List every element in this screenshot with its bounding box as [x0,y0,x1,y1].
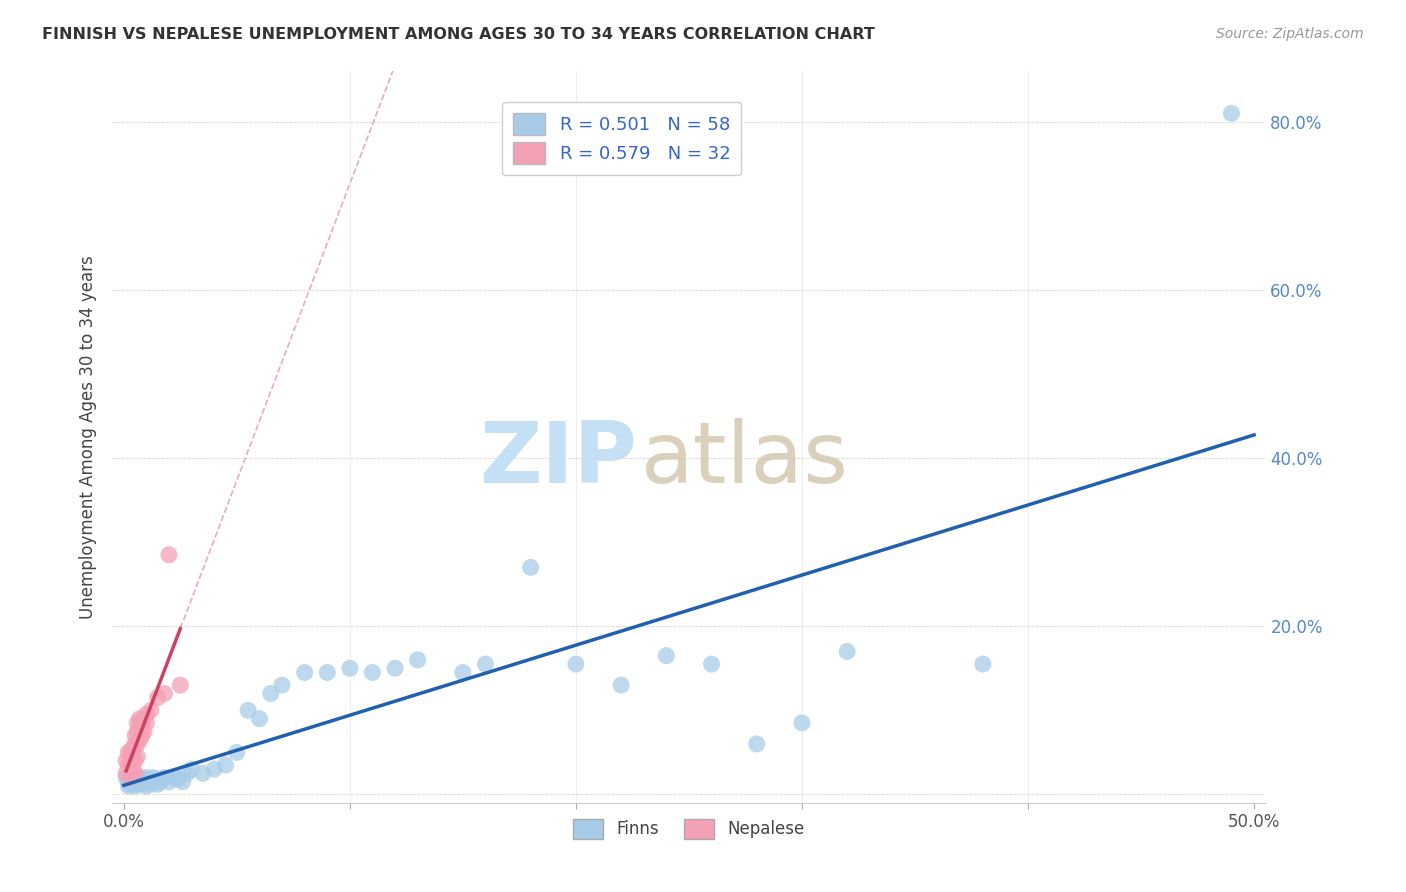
Point [249,712,271,726]
Point [128,732,150,747]
Point [149,774,172,789]
Point [117,774,139,789]
Point [115,771,138,785]
Point [169,678,191,692]
Point [121,771,143,785]
Point [124,737,146,751]
Point [131,729,153,743]
Point [339,661,361,675]
Point [120,758,142,772]
Point [115,766,138,780]
Point [117,779,139,793]
Point [384,661,406,675]
Point [127,772,149,787]
Point [225,745,247,759]
Point [128,774,150,789]
Point [361,665,384,680]
Point [610,678,633,692]
Point [271,678,294,692]
Point [139,777,162,791]
Point [406,653,429,667]
Point [120,771,142,785]
Point [117,745,139,759]
Point [124,779,146,793]
Point [202,762,225,776]
Point [127,777,149,791]
Point [150,772,173,787]
Point [127,749,149,764]
Point [260,686,283,700]
Point [157,774,180,789]
Point [162,771,184,785]
Point [153,686,176,700]
Point [127,737,149,751]
Point [120,777,142,791]
Point [121,741,143,756]
Point [117,758,139,772]
Point [124,766,146,780]
Point [167,772,190,787]
Point [128,771,150,785]
Point [121,749,143,764]
Point [138,774,160,789]
Point [655,648,678,663]
Point [124,774,146,789]
Point [135,779,157,793]
Point [145,772,167,787]
Point [176,766,198,780]
Point [451,665,474,680]
Point [120,772,142,787]
Point [139,703,162,717]
Point [153,771,176,785]
Text: Source: ZipAtlas.com: Source: ZipAtlas.com [1216,27,1364,41]
Point [135,707,157,722]
Point [519,560,541,574]
Point [131,772,153,787]
Point [121,774,143,789]
Point [700,657,723,671]
Point [972,657,994,671]
Point [134,724,156,739]
Point [135,715,157,730]
Point [316,665,339,680]
Point [790,715,813,730]
Point [127,724,149,739]
Point [180,762,202,776]
Point [131,777,153,791]
Point [135,771,157,785]
Point [115,754,138,768]
Text: FINNISH VS NEPALESE UNEMPLOYMENT AMONG AGES 30 TO 34 YEARS CORRELATION CHART: FINNISH VS NEPALESE UNEMPLOYMENT AMONG A… [42,27,875,42]
Y-axis label: Unemployment Among Ages 30 to 34 years: Unemployment Among Ages 30 to 34 years [79,255,97,619]
Point [474,657,496,671]
Point [745,737,768,751]
Point [134,712,156,726]
Point [837,644,859,658]
Point [127,715,149,730]
Point [124,754,146,768]
Point [214,758,236,772]
Point [157,548,180,562]
Point [142,771,165,785]
Point [146,690,169,705]
Point [191,766,214,780]
Point [131,715,153,730]
Legend: Finns, Nepalese: Finns, Nepalese [567,812,811,846]
Point [172,774,194,789]
Point [236,703,259,717]
Point [124,729,146,743]
Text: atlas: atlas [641,417,848,500]
Point [1220,106,1243,120]
Point [565,657,588,671]
Text: ZIP: ZIP [479,417,637,500]
Point [128,720,150,734]
Point [128,712,150,726]
Point [121,762,143,776]
Point [294,665,316,680]
Point [134,774,156,789]
Point [120,745,142,759]
Point [146,777,169,791]
